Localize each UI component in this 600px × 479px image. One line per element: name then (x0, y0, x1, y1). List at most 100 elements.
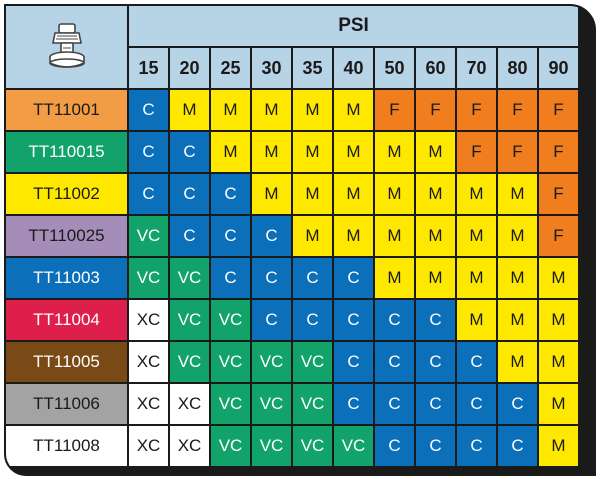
droplet-size-cell: C (334, 258, 373, 298)
droplet-size-cell: VC (129, 258, 168, 298)
droplet-size-cell: M (498, 258, 537, 298)
droplet-size-cell: C (129, 132, 168, 172)
droplet-size-cell: VC (293, 426, 332, 466)
droplet-size-cell: C (211, 216, 250, 256)
droplet-size-cell: C (211, 174, 250, 214)
droplet-size-cell: M (293, 132, 332, 172)
pressure-column-header: 70 (457, 48, 496, 88)
droplet-size-cell: XC (129, 300, 168, 340)
droplet-size-cell: C (252, 300, 291, 340)
droplet-size-cell: XC (170, 384, 209, 424)
droplet-size-cell: M (252, 132, 291, 172)
droplet-size-cell: M (211, 90, 250, 130)
droplet-size-cell: C (457, 426, 496, 466)
droplet-size-cell: M (498, 174, 537, 214)
droplet-size-cell: M (334, 174, 373, 214)
header-row: PSI (6, 6, 578, 88)
nozzle-label: TT11006 (6, 384, 127, 424)
droplet-size-cell: M (334, 132, 373, 172)
pressure-column-header: 35 (293, 48, 332, 88)
droplet-size-cell: C (170, 132, 209, 172)
droplet-size-cell: M (293, 174, 332, 214)
droplet-size-cell: C (498, 426, 537, 466)
droplet-size-cell: C (252, 216, 291, 256)
droplet-size-cell: VC (211, 426, 250, 466)
droplet-size-cell: C (375, 342, 414, 382)
droplet-size-cell: M (170, 90, 209, 130)
droplet-size-cell: M (457, 216, 496, 256)
droplet-size-cell: C (252, 258, 291, 298)
table-row: TT11008 XC XC VC VC VC VC C C C C M (6, 426, 578, 466)
droplet-size-cell: F (539, 132, 578, 172)
table-row: TT11002 C C C M M M M M M M F (6, 174, 578, 214)
droplet-size-cell: M (293, 90, 332, 130)
droplet-size-cell: M (457, 258, 496, 298)
droplet-size-cell: VC (170, 300, 209, 340)
nozzle-label: TT110025 (6, 216, 127, 256)
droplet-size-cell: M (375, 132, 414, 172)
pressure-column-header: 50 (375, 48, 414, 88)
droplet-size-cell: C (170, 174, 209, 214)
droplet-size-cell: C (416, 426, 455, 466)
nozzle-label: TT110015 (6, 132, 127, 172)
droplet-size-cell: M (539, 384, 578, 424)
droplet-size-cell: XC (170, 426, 209, 466)
droplet-size-cell: M (539, 300, 578, 340)
droplet-size-cell: M (293, 216, 332, 256)
droplet-size-cell: M (375, 258, 414, 298)
nozzle-label: TT11005 (6, 342, 127, 382)
droplet-size-cell: XC (129, 384, 168, 424)
droplet-size-cell: VC (211, 300, 250, 340)
nozzle-label: TT11002 (6, 174, 127, 214)
droplet-size-cell: VC (293, 384, 332, 424)
droplet-size-cell: F (498, 90, 537, 130)
pressure-column-header: 25 (211, 48, 250, 88)
droplet-size-cell: M (375, 216, 414, 256)
droplet-size-cell: M (416, 132, 455, 172)
droplet-size-cell: M (416, 216, 455, 256)
table-row: TT110015 C C M M M M M M F F F (6, 132, 578, 172)
droplet-size-cell: M (498, 216, 537, 256)
droplet-size-cell: C (211, 258, 250, 298)
droplet-size-cell: C (334, 384, 373, 424)
droplet-size-cell: VC (252, 426, 291, 466)
droplet-size-cell: M (252, 90, 291, 130)
droplet-size-cell: C (170, 216, 209, 256)
droplet-size-cell: M (539, 258, 578, 298)
droplet-size-cell: M (498, 300, 537, 340)
droplet-size-table-frame: PSI 15 20 25 30 35 40 50 60 70 80 90 TT11001 C M M M M M… (4, 4, 596, 476)
droplet-size-cell: C (334, 342, 373, 382)
droplet-size-cell: M (457, 174, 496, 214)
droplet-size-cell: C (129, 90, 168, 130)
droplet-size-cell: VC (129, 216, 168, 256)
droplet-size-cell: C (416, 342, 455, 382)
droplet-size-cell: M (211, 132, 250, 172)
droplet-size-cell: VC (293, 342, 332, 382)
pressure-row: 15 20 25 30 35 40 50 60 70 80 90 (6, 48, 578, 88)
droplet-size-cell: F (498, 132, 537, 172)
droplet-size-cell: F (375, 90, 414, 130)
table-row: TT11003 VC VC C C C C M M M M M (6, 258, 578, 298)
droplet-size-cell: M (252, 174, 291, 214)
droplet-size-cell: XC (129, 342, 168, 382)
droplet-size-cell: VC (334, 426, 373, 466)
table-row: TT11004 XC VC VC C C C C C M M M (6, 300, 578, 340)
pressure-column-header: 30 (252, 48, 291, 88)
nozzle-label: TT11003 (6, 258, 127, 298)
droplet-size-cell: F (539, 174, 578, 214)
pressure-column-header: 60 (416, 48, 455, 88)
droplet-size-cell: M (539, 426, 578, 466)
nozzle-label: TT11001 (6, 90, 127, 130)
corner-cell (6, 6, 127, 88)
droplet-size-cell: C (129, 174, 168, 214)
table-row: TT11001 C M M M M M F F F F F (6, 90, 578, 130)
droplet-size-cell: C (375, 426, 414, 466)
droplet-size-cell: C (416, 384, 455, 424)
droplet-size-cell: C (375, 300, 414, 340)
droplet-size-cell: C (293, 300, 332, 340)
droplet-size-cell: M (334, 216, 373, 256)
droplet-size-table: PSI 15 20 25 30 35 40 50 60 70 80 90 TT11001 C M M M M M… (6, 6, 580, 468)
droplet-size-cell: F (457, 132, 496, 172)
pressure-column-header: 20 (170, 48, 209, 88)
droplet-size-cell: C (375, 384, 414, 424)
